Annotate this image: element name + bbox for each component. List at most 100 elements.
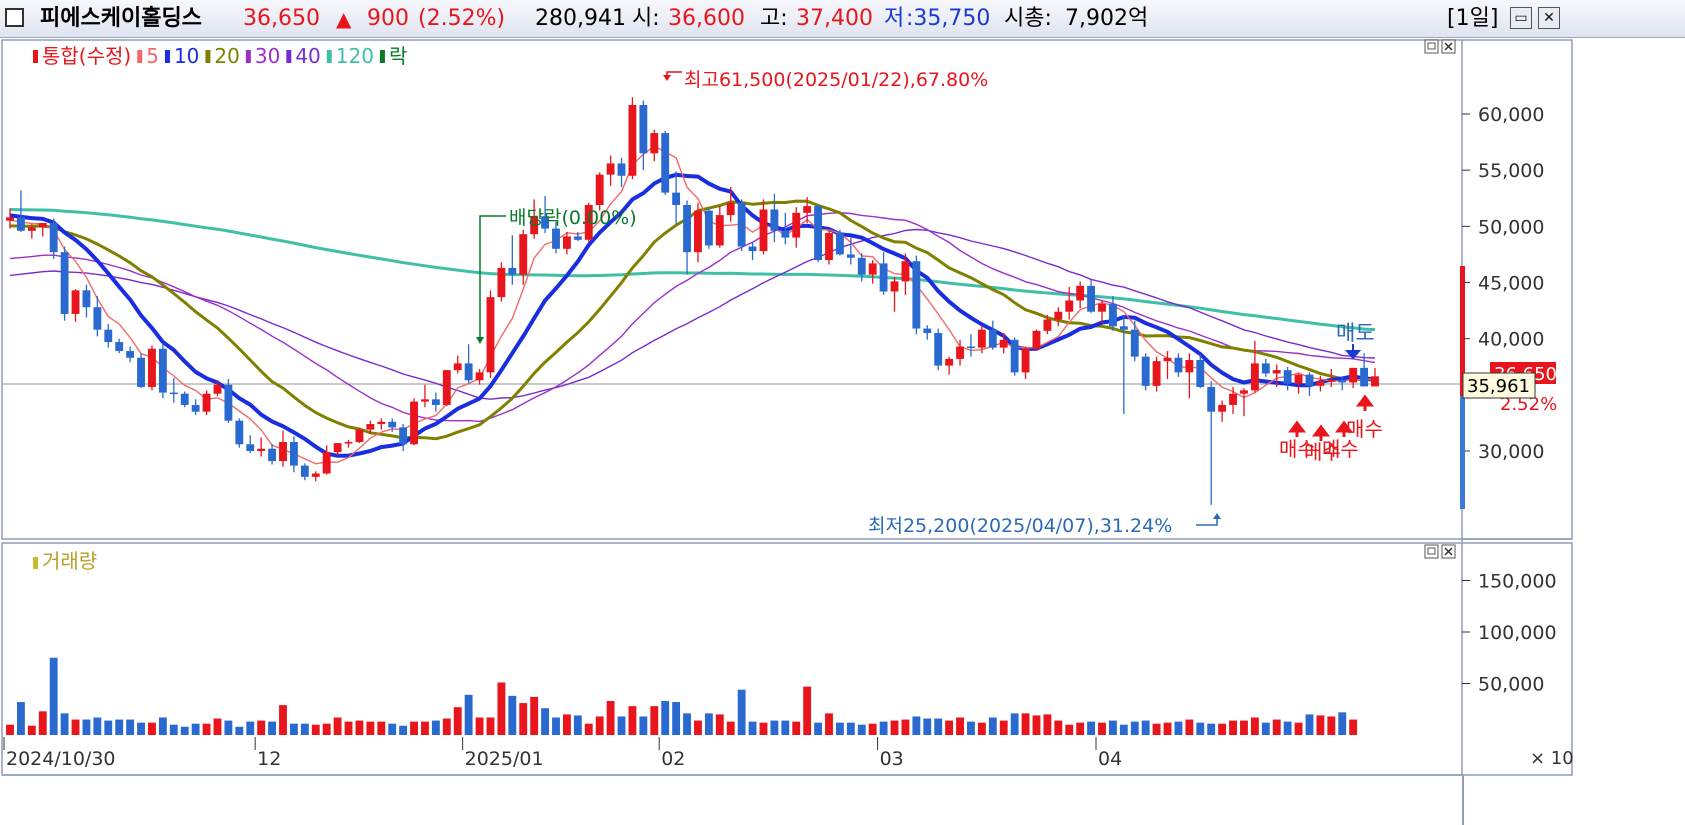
candle-body-72	[792, 212, 801, 238]
volume-tick-label-2: 50,000	[1478, 674, 1544, 696]
volume-panel-restore-icon[interactable]	[1424, 544, 1439, 559]
legend-swatch-1	[137, 50, 143, 63]
volume-bar-73	[803, 686, 812, 735]
candle-body-17	[191, 404, 200, 412]
legend-label-7: 락	[389, 44, 407, 68]
legend-label-6: 120	[336, 44, 374, 68]
candle-body-117	[1283, 370, 1292, 384]
candle-body-31	[344, 442, 353, 444]
candle-body-54	[595, 174, 604, 205]
candle-body-3	[38, 222, 47, 228]
legend-swatch-5	[286, 50, 292, 63]
candle-body-5	[60, 252, 69, 314]
volume-bar-15	[169, 724, 178, 735]
volume-bar-10	[115, 719, 124, 735]
candle-body-40	[442, 370, 451, 405]
candle-body-2	[27, 227, 36, 231]
volume-bar-87	[956, 717, 964, 735]
volume-bar-84	[923, 718, 932, 735]
volume-axis: 150,000 100,000 50,000	[1462, 571, 1557, 696]
volume-tick-label-0: 150,000	[1478, 571, 1557, 593]
volume-bar-105	[1152, 723, 1161, 735]
candle-body-123	[1349, 367, 1358, 383]
volume-bar-47	[519, 703, 528, 735]
candle-body-36	[399, 427, 408, 445]
high-annotation-text: 최고61,500(2025/01/22),67.80%	[684, 69, 988, 91]
candle-body-119	[1305, 374, 1314, 386]
legend-swatch-4	[245, 50, 251, 63]
candle-body-70	[770, 209, 779, 231]
volume-bar-115	[1261, 722, 1270, 735]
volume-bar-89	[977, 722, 986, 735]
price-range-bar-down	[1460, 396, 1465, 509]
candle-body-13	[148, 348, 156, 387]
date-tick-label-0: 2024/10/30	[6, 748, 116, 770]
volume-bar-107	[1174, 721, 1183, 735]
volume-bar-106	[1163, 722, 1172, 735]
low-price: :35,750	[906, 6, 991, 31]
volume-bar-2	[27, 725, 36, 735]
candle-body-80	[879, 263, 888, 292]
price-panel-restore-icon[interactable]	[1424, 39, 1439, 54]
candle-body-93	[1021, 348, 1030, 373]
high-price: 37,400	[796, 6, 873, 31]
candle-body-10	[115, 342, 124, 352]
candle-body-8	[93, 307, 102, 330]
volume-bar-83	[912, 716, 921, 735]
volume-bar-71	[781, 720, 790, 735]
volume-bar-112	[1229, 720, 1237, 735]
volume-panel-close-icon[interactable]	[1441, 544, 1456, 559]
legend-label-1: 5	[146, 44, 159, 68]
price-tick-label-3: 45,000	[1478, 273, 1544, 295]
restore-icon[interactable]: ▭	[1510, 7, 1532, 29]
candle-body-46	[508, 267, 517, 275]
crosshair-value-tag: 35,961	[1462, 372, 1536, 399]
chart-canvas: 통합(수정) 5 10 20 30 40 120 락 거래량 60,000 55,000 50,0…	[1, 39, 1574, 825]
price-panel-close-icon[interactable]	[1441, 39, 1456, 54]
low-annotation: 최저25,200(2025/04/07),31.24%	[868, 513, 1221, 537]
volume-bar-88	[967, 721, 975, 735]
candle-body-102	[1119, 326, 1128, 330]
candle-body-1	[16, 217, 25, 231]
volume-bar-63	[694, 720, 702, 735]
period-selector[interactable]: [1일]	[1447, 6, 1499, 31]
volume-bar-36	[399, 725, 408, 735]
ma120-line	[9, 208, 1376, 332]
volume-bar-122	[1338, 712, 1347, 735]
price-tick-label-2: 50,000	[1478, 216, 1544, 238]
candle-body-59	[650, 133, 659, 154]
volume-bar-24	[268, 721, 277, 735]
candle-body-66	[726, 202, 735, 216]
volume-tick-label-1: 100,000	[1478, 622, 1557, 644]
select-checkbox[interactable]	[5, 8, 24, 27]
volume-bar-61	[672, 702, 681, 735]
candle-body-44	[486, 297, 495, 373]
sell-signal: 매도	[1336, 321, 1375, 360]
candle-body-114	[1250, 363, 1259, 391]
candle-body-4	[49, 222, 58, 253]
volume-bar-12	[137, 722, 145, 735]
volume-panel	[1, 542, 1573, 776]
volume-bar-114	[1250, 717, 1259, 735]
legend-swatch-6	[326, 50, 332, 63]
ma20-line	[9, 199, 1376, 441]
ma5-line	[9, 145, 1376, 465]
candle-body-79	[868, 263, 877, 275]
volume-bar-7	[82, 719, 91, 735]
candle-body-116	[1272, 370, 1281, 374]
close-icon[interactable]: ✕	[1538, 7, 1560, 29]
date-tick-label-1: 12	[257, 748, 281, 770]
volume-bar-62	[683, 713, 691, 735]
volume-bar-121	[1327, 716, 1336, 735]
candle-body-98	[1076, 285, 1085, 301]
ma40-line	[9, 228, 1376, 400]
candle-body-107	[1174, 357, 1183, 373]
volume-legend: 거래량	[33, 549, 97, 573]
open-price: 36,600	[668, 6, 745, 31]
volume-bar-21	[235, 726, 244, 735]
candle-body-16	[180, 393, 189, 405]
stock-name: 피에스케이홀딩스	[40, 6, 202, 31]
volume-bar-40	[442, 718, 451, 735]
pct-tag-text: 2.52%	[1500, 394, 1557, 415]
volume-bar-25	[279, 705, 287, 735]
